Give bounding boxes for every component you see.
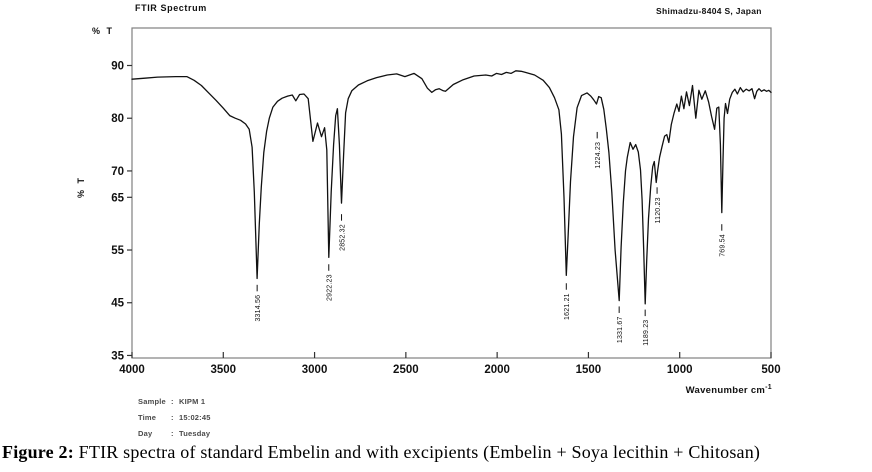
sample-info-value: Tuesday xyxy=(179,429,211,438)
y-tick-label: 90 xyxy=(111,61,124,73)
x-tick-label: 2500 xyxy=(393,364,419,376)
peak-label: 1621.21 xyxy=(564,293,571,320)
y-tick-label: 70 xyxy=(111,166,124,178)
sample-info-colon: : xyxy=(171,429,174,438)
sample-info-block: Sample: KIPM 1 Time:15:02:45 Day: Tuesday xyxy=(138,394,211,442)
y-tick-label: 45 xyxy=(111,298,124,310)
sample-info-row: Day: Tuesday xyxy=(138,426,211,442)
sample-info-label: Day xyxy=(138,429,153,438)
peak-label: 2852.32 xyxy=(339,224,346,251)
peak-label: 769.54 xyxy=(720,234,727,257)
y-axis-label: % T xyxy=(92,26,115,36)
x-tick-label: 500 xyxy=(761,364,780,376)
spectrum-plot: 4000 3500 3000 2500 2000 1500 1000 500 90 80 70 65 5… xyxy=(111,27,781,376)
chart-title: FTIR Spectrum xyxy=(135,3,207,13)
caption-prefix: Figure 2: xyxy=(2,442,74,462)
sample-info-label: Time xyxy=(138,413,157,422)
plot-border xyxy=(131,27,772,359)
x-tick-label: 3000 xyxy=(302,364,328,376)
peak-label: 1331.67 xyxy=(617,316,624,343)
x-tick-label: 3500 xyxy=(210,364,236,376)
x-axis-label-sup: -1 xyxy=(765,384,772,391)
sample-info-value: KIPM 1 xyxy=(179,397,206,406)
x-axis-label-text: Wavenumber cm xyxy=(685,385,766,397)
sample-info-colon: : xyxy=(171,413,174,422)
figure-caption: Figure 2: FTIR spectra of standard Embel… xyxy=(2,442,870,463)
y-tick-label: 80 xyxy=(111,113,124,125)
caption-text: FTIR spectra of standard Embelin and wit… xyxy=(73,442,761,462)
x-tick-label: 1000 xyxy=(667,364,693,376)
sample-info-value: 15:02:45 xyxy=(179,413,211,422)
peak-label: 2922.23 xyxy=(327,274,334,301)
sample-info-row: Sample: KIPM 1 xyxy=(138,394,211,410)
peak-label: 1120.23 xyxy=(655,197,662,223)
x-axis-label: Wavenumber cm-1 xyxy=(686,384,772,396)
x-tick-label: 2000 xyxy=(484,364,510,376)
sample-info-row: Time:15:02:45 xyxy=(138,410,211,426)
y-tick-label: 35 xyxy=(111,350,124,362)
x-tick-label: 4000 xyxy=(119,364,145,376)
peak-label: 3314.56 xyxy=(255,295,262,322)
peak-label: 1189.23 xyxy=(643,320,650,346)
y-tick-label: 65 xyxy=(111,192,124,204)
instrument-label: Shimadzu-8404 S, Japan xyxy=(656,6,762,16)
x-tick-label: 1500 xyxy=(576,364,602,376)
sample-info-label: Sample xyxy=(138,397,166,406)
sample-info-colon: : xyxy=(171,397,174,406)
spectrum-curve xyxy=(131,70,772,305)
y-tick-label: 55 xyxy=(111,245,124,257)
peak-label: 1224.23 xyxy=(595,142,602,169)
